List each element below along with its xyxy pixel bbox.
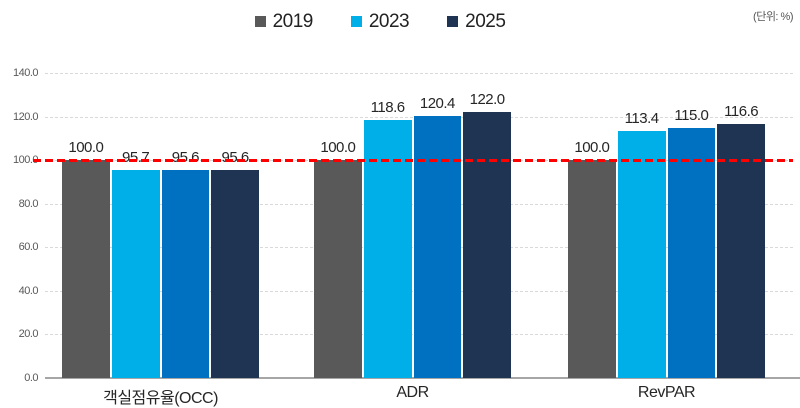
- y-axis-tick-label: 120.0: [12, 110, 39, 123]
- unit-label: (단위: %): [753, 11, 793, 23]
- bar-2023: 118.6: [363, 100, 412, 378]
- bar-value-label: 100.0: [68, 139, 104, 157]
- bar-series2: 95.6: [161, 150, 210, 378]
- bar-group-3: 100.0 113.4 115.0 116.6: [568, 73, 765, 378]
- bar-value-label: 120.4: [419, 94, 456, 112]
- bar-value-label: 116.6: [724, 103, 759, 120]
- x-axis-category-label: RevPAR: [637, 384, 696, 401]
- gridline-140.0: [45, 73, 793, 74]
- legend-swatch-icon: [254, 16, 266, 27]
- y-axis-tick-label: 40.0: [18, 284, 39, 297]
- legend-swatch-icon: [350, 16, 362, 27]
- y-axis-tick-label: 0.0: [24, 372, 38, 384]
- legend-item-2025: 2025: [447, 11, 506, 32]
- bar-value-label: 113.4: [624, 109, 659, 127]
- legend-item-2019: 2019: [254, 11, 314, 32]
- bar-2023: 113.4: [617, 111, 666, 378]
- y-axis-tick-label: 60.0: [18, 241, 39, 254]
- bar-value-label: 100.0: [574, 139, 610, 157]
- bar-2025: 122.0: [463, 92, 511, 378]
- bar-group-2: 100.0 118.6 120.4 122.0: [314, 73, 511, 378]
- reference-line-100: [33, 159, 793, 163]
- bar-value-label: 122.0: [469, 91, 506, 109]
- bar-value-label: 115.0: [674, 106, 709, 124]
- bar-2023: 95.7: [111, 150, 160, 378]
- y-axis-tick-label: 20.0: [18, 328, 39, 341]
- bar-2025: 95.6: [211, 150, 259, 378]
- bar-value-label: 95.6: [221, 148, 250, 166]
- x-axis-category-label: 객실점유율(OCC): [103, 390, 218, 407]
- x-axis-line: [45, 377, 800, 379]
- plot-area: 100.0 95.7 95.6 95.6 100.0 118.6 120.4 122.0 100…: [33, 73, 800, 379]
- bar-value-label: 100.0: [320, 139, 356, 157]
- legend-label: 2025: [465, 11, 506, 32]
- legend-label: 2019: [272, 11, 314, 32]
- legend-label: 2023: [368, 11, 410, 32]
- y-axis-tick-label: 100.0: [12, 154, 39, 167]
- bar-value-label: 118.6: [370, 98, 405, 116]
- bar-2025: 116.6: [717, 104, 765, 378]
- bar-2019: 100.0: [314, 140, 362, 378]
- y-axis-tick-label: 80.0: [18, 197, 39, 210]
- legend-swatch-icon: [447, 16, 459, 27]
- legend-item-2023: 2023: [350, 11, 410, 32]
- bar-series2: 120.4: [413, 96, 462, 378]
- bar-2019: 100.0: [568, 140, 616, 378]
- y-axis-tick-label: 140.0: [12, 67, 39, 79]
- bar-2019: 100.0: [62, 140, 110, 378]
- legend: 2019 2023 2025: [0, 12, 760, 31]
- bar-group-1: 100.0 95.7 95.6 95.6: [62, 73, 259, 378]
- x-axis-category-label: ADR: [396, 384, 429, 401]
- bar-series2: 115.0: [667, 108, 716, 378]
